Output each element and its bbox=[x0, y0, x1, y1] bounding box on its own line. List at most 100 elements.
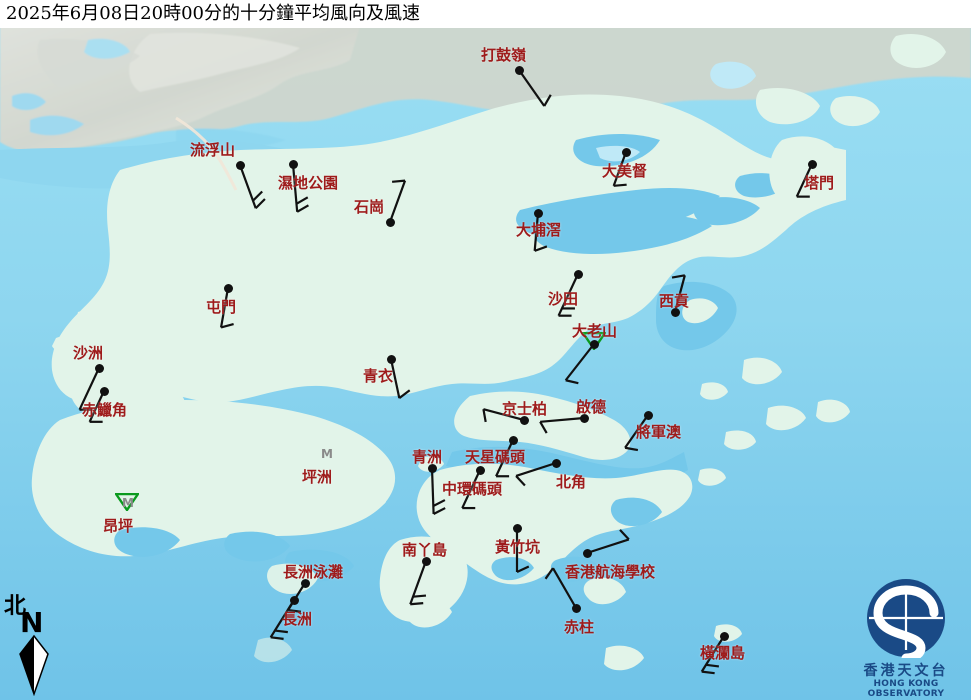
station-label: 啟德 bbox=[576, 398, 607, 416]
missing-data-marker: M bbox=[122, 496, 134, 510]
wind-barb-icon bbox=[430, 467, 446, 515]
compass-rose: 北 N bbox=[4, 588, 74, 696]
wind-barb-icon bbox=[539, 416, 585, 434]
wind-barb-icon bbox=[482, 408, 525, 423]
station-dot bbox=[571, 603, 581, 613]
hong-kong-landmass bbox=[51, 33, 946, 403]
wind-barb-icon bbox=[624, 414, 649, 452]
hko-emblem-icon bbox=[867, 579, 945, 658]
station-dot bbox=[579, 413, 589, 423]
station-label: 沙田 bbox=[548, 290, 579, 308]
wind-barb-icon bbox=[533, 212, 548, 252]
compass-needle-icon bbox=[19, 634, 49, 696]
station-dot bbox=[508, 435, 518, 445]
station-label: 南丫島 bbox=[402, 541, 448, 559]
station-dot bbox=[621, 147, 631, 157]
station-dot bbox=[670, 307, 680, 317]
station-dot bbox=[386, 354, 396, 364]
wind-barb-icon bbox=[495, 439, 514, 478]
station-label: 大美督 bbox=[602, 162, 648, 180]
wind-barb-icon bbox=[612, 151, 628, 187]
station-label: 青洲 bbox=[412, 448, 443, 466]
wind-barb-icon bbox=[219, 287, 234, 329]
station-dot bbox=[385, 217, 395, 227]
station-label: 濕地公園 bbox=[278, 174, 339, 192]
station-label: 屯門 bbox=[206, 298, 237, 316]
station-dot bbox=[582, 548, 592, 558]
wind-barb-icon bbox=[515, 461, 557, 487]
station-dot bbox=[94, 363, 104, 373]
station-dot bbox=[519, 415, 529, 425]
wind-barb-icon bbox=[671, 274, 686, 313]
station-dot bbox=[573, 269, 583, 279]
wind-barb-icon bbox=[388, 179, 407, 223]
wind-barb-icon bbox=[795, 163, 813, 198]
station-dot bbox=[589, 339, 599, 349]
wind-barb-icon bbox=[88, 390, 105, 423]
station-label: 打鼓嶺 bbox=[481, 46, 527, 64]
wind-barb-icon bbox=[518, 69, 552, 107]
station-label: 長洲泳灘 bbox=[283, 563, 344, 581]
station-dot bbox=[427, 463, 437, 473]
wind-barb-icon bbox=[269, 599, 295, 640]
station-dot bbox=[643, 410, 653, 420]
wind-barb-icon bbox=[291, 163, 309, 213]
wind-barb-icon bbox=[78, 367, 100, 411]
green-triangle-marker-icon bbox=[115, 493, 139, 511]
station-dot bbox=[533, 208, 543, 218]
station-label: 沙洲 bbox=[73, 344, 104, 362]
wind-barb-icon bbox=[544, 567, 577, 609]
station-label: 香港航海學校 bbox=[565, 563, 656, 581]
hko-logo: 香港天文台 HONG KONG OBSERVATORY bbox=[845, 578, 967, 699]
station-label: 北角 bbox=[556, 473, 587, 491]
station-label: 長洲 bbox=[282, 610, 313, 628]
wind-barb-icon bbox=[700, 635, 725, 675]
station-dot bbox=[235, 160, 245, 170]
station-label: 中環碼頭 bbox=[442, 480, 503, 498]
green-triangle-marker-icon bbox=[582, 332, 606, 350]
station-label: 天星碼頭 bbox=[465, 448, 526, 466]
compass-label-en: N bbox=[20, 606, 44, 639]
station-label: 京士柏 bbox=[502, 400, 548, 418]
hko-logo-en: HONG KONG OBSERVATORY bbox=[867, 679, 945, 699]
station-label: 大老山 bbox=[572, 322, 618, 340]
wind-barb-icon bbox=[461, 469, 481, 510]
station-dot bbox=[99, 386, 109, 396]
bridge-line bbox=[175, 116, 238, 191]
station-label: 青衣 bbox=[363, 367, 394, 385]
page-title: 2025年6月08日20時00分的十分鐘平均風向及風速 bbox=[6, 3, 420, 24]
compass-label-cn: 北 bbox=[4, 593, 27, 619]
mainland-china-landmass bbox=[0, 26, 971, 152]
station-label: 黃竹坑 bbox=[495, 538, 541, 556]
hko-logo-cn: 香港天文台 bbox=[863, 663, 949, 679]
station-label: 石崗 bbox=[354, 198, 385, 216]
station-label: 塔門 bbox=[804, 174, 835, 192]
station-label: 大埔滘 bbox=[516, 221, 562, 239]
station-label: 昂坪 bbox=[103, 517, 134, 535]
wind-barb-icon bbox=[389, 358, 411, 400]
station-dot bbox=[288, 159, 298, 169]
station-dot bbox=[807, 159, 817, 169]
wind-barb-icon bbox=[409, 560, 428, 606]
station-dot bbox=[300, 578, 310, 588]
wind-barb-icon bbox=[515, 528, 530, 573]
station-label: 流浮山 bbox=[190, 141, 236, 159]
station-dot bbox=[421, 556, 431, 566]
station-label: 坪洲 bbox=[302, 468, 333, 486]
station-label: 將軍澳 bbox=[636, 423, 682, 441]
station-dot bbox=[512, 523, 522, 533]
title-bar: 2025年6月08日20時00分的十分鐘平均風向及風速 bbox=[0, 0, 971, 28]
wind-barb-icon bbox=[557, 273, 579, 317]
wind-barb-icon bbox=[238, 164, 266, 210]
station-dot bbox=[289, 595, 299, 605]
station-dot bbox=[719, 631, 729, 641]
wind-barb-icon bbox=[564, 343, 595, 385]
station-dot bbox=[223, 283, 233, 293]
station-label: 橫瀾島 bbox=[700, 644, 746, 662]
missing-data-marker: M bbox=[321, 447, 333, 461]
station-label: 赤柱 bbox=[564, 618, 595, 636]
lantau-and-outlying-islands bbox=[31, 310, 850, 671]
